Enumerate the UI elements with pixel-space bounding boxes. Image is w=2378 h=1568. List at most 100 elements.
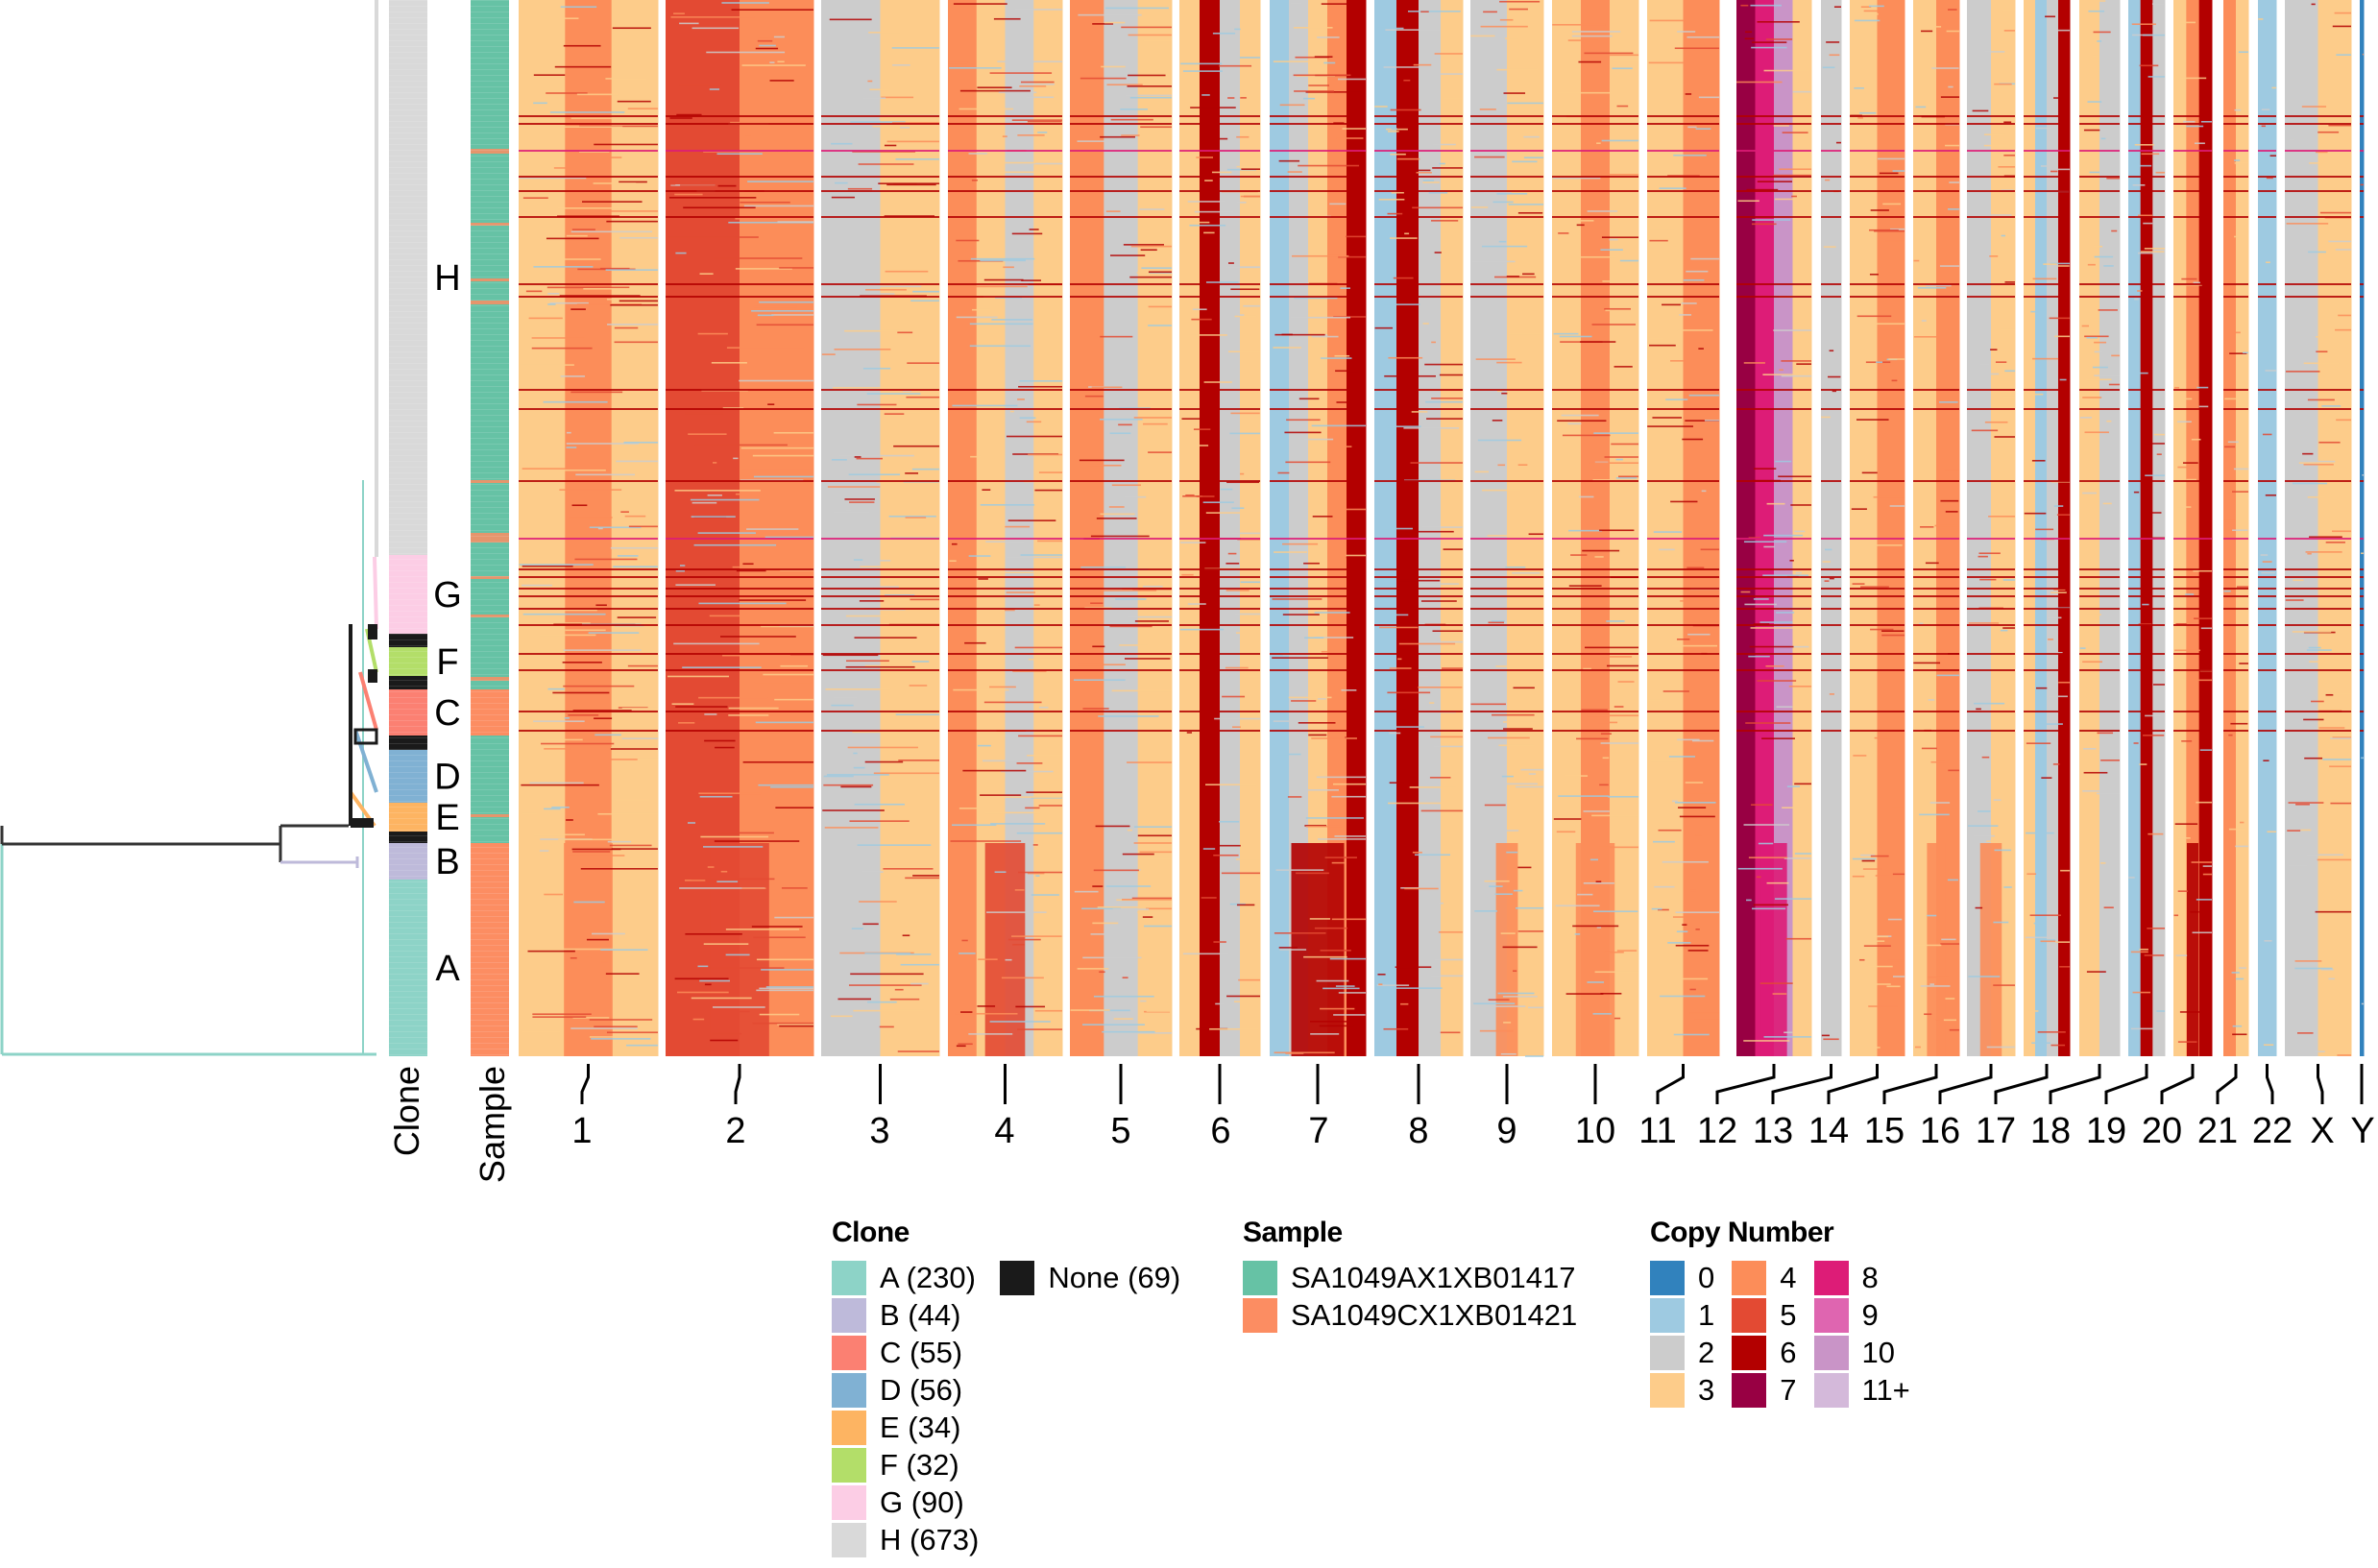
cn-segment (1321, 650, 1330, 653)
cn-segment (1279, 104, 1305, 107)
cn-segment (1700, 548, 1719, 551)
cn-segment (1947, 879, 1959, 881)
cn-segment (1774, 898, 1811, 900)
cn-segment (1321, 3, 1365, 5)
cn-segment (2198, 405, 2209, 408)
sample-row-stripe (471, 726, 509, 727)
cn-shared-event (1647, 730, 1719, 732)
cn-segment (2174, 649, 2201, 652)
cn-segment (977, 86, 1012, 88)
cn-shared-event (1270, 283, 1366, 285)
cn-segment (1005, 525, 1031, 528)
cn-segment (1822, 66, 1835, 69)
cn-segment (699, 967, 785, 969)
cn-swatch (1732, 1335, 1767, 1370)
sample-segment (471, 647, 509, 676)
cn-segment (2097, 40, 2102, 42)
cn-shared-event (1736, 711, 1811, 712)
cn-segment (1948, 9, 1957, 11)
cn-segment (1867, 965, 1893, 968)
cn-shared-event (1967, 123, 2015, 125)
cn-segment (1927, 914, 1937, 917)
cn-segment (1773, 125, 1789, 127)
sample-row-stripe (471, 910, 509, 911)
cn-segment (1674, 47, 1719, 50)
clone-row-stripe (389, 956, 427, 957)
cn-segment (1000, 770, 1054, 773)
cn-segment (2193, 569, 2212, 572)
cn-legend-item: 2 (1650, 1334, 1714, 1371)
cn-shared-event (1070, 283, 1172, 285)
sample-row-stripe (471, 219, 509, 220)
cn-shared-event (1374, 669, 1463, 671)
cn-shared-event (1821, 568, 1841, 570)
sample-row-stripe (471, 230, 509, 231)
cn-segment (2093, 245, 2103, 248)
cn-segment (1861, 471, 1878, 474)
cn-segment (1429, 702, 1435, 704)
cn-segment (859, 600, 885, 602)
cn-shared-event (1552, 150, 1638, 152)
cn-segment (1201, 94, 1210, 96)
cn-shared-event (1552, 624, 1638, 626)
cn-segment (907, 362, 939, 364)
cn-segment (2003, 30, 2015, 32)
cn-segment (558, 838, 619, 841)
cn-segment (744, 134, 751, 136)
cn-segment (580, 868, 658, 870)
cn-segment (1098, 715, 1159, 717)
cn-segment (1017, 398, 1025, 400)
cn-shared-event (1647, 576, 1719, 578)
cn-segment (1591, 324, 1637, 326)
cn-segment (594, 143, 658, 146)
cn-shared-event (666, 653, 813, 655)
cn-segment (1294, 297, 1338, 300)
cn-segment (872, 125, 888, 128)
cn-segment (1605, 309, 1612, 312)
cn-segment (1320, 950, 1351, 952)
clone-segment-e (389, 803, 427, 832)
cn-shared-event (1552, 480, 1638, 482)
cn-segment (1949, 181, 1959, 183)
cn-shared-event (2285, 296, 2351, 298)
tick-connector (2317, 1064, 2324, 1104)
cn-segment (1274, 551, 1308, 553)
cn-segment (1576, 737, 1609, 740)
cn-segment (2132, 372, 2148, 374)
cn-segment (1004, 161, 1036, 164)
cn-segment (2094, 341, 2107, 344)
cn-shared-event (2173, 669, 2212, 671)
cn-segment (1578, 60, 1602, 63)
cn-shared-event (519, 669, 658, 671)
cn-segment (1988, 516, 2015, 518)
cn-shared-event (1270, 588, 1366, 590)
cn-segment (1225, 266, 1260, 268)
cn-segment (1649, 239, 1668, 242)
cn-segment (1615, 458, 1623, 461)
cn-segment (991, 319, 1033, 321)
cn-shared-event (2285, 480, 2351, 482)
cn-segment (879, 117, 933, 120)
cn-segment (557, 609, 597, 612)
cn-segment (1137, 911, 1162, 913)
cn-segment (707, 866, 715, 868)
cn-shared-event (2360, 576, 2364, 578)
clone-row-stripe (389, 369, 427, 370)
cn-segment (1993, 921, 2009, 924)
cn-shared-event (1821, 595, 1841, 597)
sample-row-stripe (471, 1043, 509, 1044)
cn-segment (1781, 374, 1811, 377)
cn-segment (1335, 985, 1355, 987)
clone-row-stripe (389, 374, 427, 375)
cn-shared-event (948, 588, 1062, 590)
cn-band (2285, 0, 2318, 1056)
cn-segment (596, 647, 602, 650)
sample-row-stripe (471, 991, 509, 992)
clone-row-stripe (389, 599, 427, 600)
cn-segment (1940, 499, 1959, 502)
cn-shared-event (1821, 588, 1841, 590)
cn-segment (1077, 968, 1109, 970)
cn-segment (1331, 795, 1366, 798)
cn-segment (1996, 531, 2015, 534)
cn-segment (2133, 491, 2140, 494)
